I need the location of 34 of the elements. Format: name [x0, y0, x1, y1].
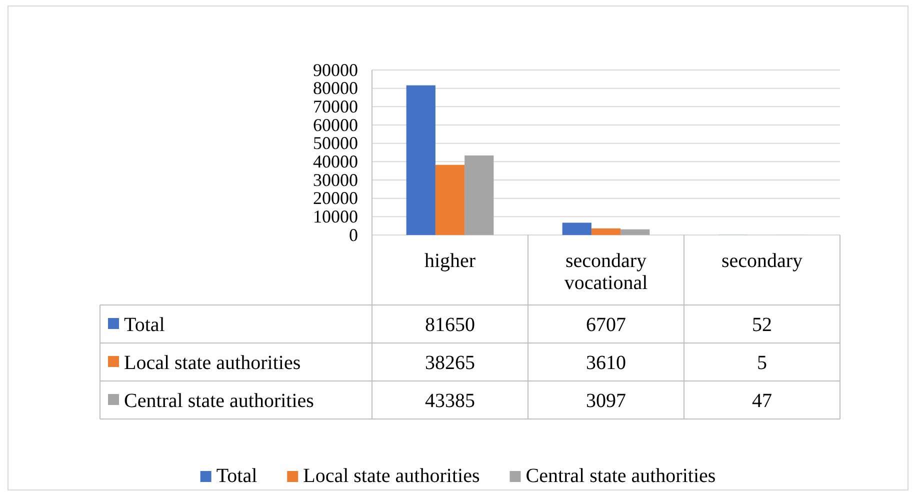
data-label: 81650: [425, 314, 475, 336]
text: Total: [216, 465, 258, 487]
y-tick-label: 80000: [313, 78, 358, 98]
y-tick-label: 90000: [313, 60, 358, 80]
bar: [406, 85, 436, 235]
y-tick-label: 70000: [313, 96, 358, 116]
data-label: 6707: [586, 314, 626, 336]
legend-label: Local state authorities: [124, 352, 301, 374]
x-tick-label: higher: [424, 250, 476, 272]
data-label: 52: [752, 314, 772, 336]
y-tick-label: 0: [349, 224, 358, 245]
bar: [435, 164, 465, 235]
y-tick-label: 10000: [313, 206, 358, 226]
bar: [591, 228, 621, 235]
legend-label: Total: [124, 314, 166, 336]
x-tick-label: secondary vocational: [564, 250, 648, 294]
y-tick-label: 20000: [313, 188, 358, 208]
y-tick-label: 30000: [313, 170, 358, 190]
y-tick-label: 50000: [313, 133, 358, 154]
text: Central state authorities: [526, 465, 716, 487]
data-label: 3097: [586, 390, 626, 412]
data-label: 47: [752, 390, 772, 412]
legend-label: Central state authorities: [124, 390, 314, 412]
data-label: 43385: [425, 390, 475, 412]
data-label: 5: [757, 352, 767, 374]
data-label: 38265: [425, 352, 475, 374]
y-tick-label: 60000: [313, 114, 358, 135]
bar: [464, 155, 494, 235]
bar: [562, 222, 592, 235]
x-tick-label: secondary: [721, 250, 803, 272]
y-tick-label: 40000: [313, 151, 358, 172]
bar: [620, 229, 650, 235]
data-label: 3610: [586, 352, 626, 374]
text: Local state authorities: [303, 465, 480, 487]
